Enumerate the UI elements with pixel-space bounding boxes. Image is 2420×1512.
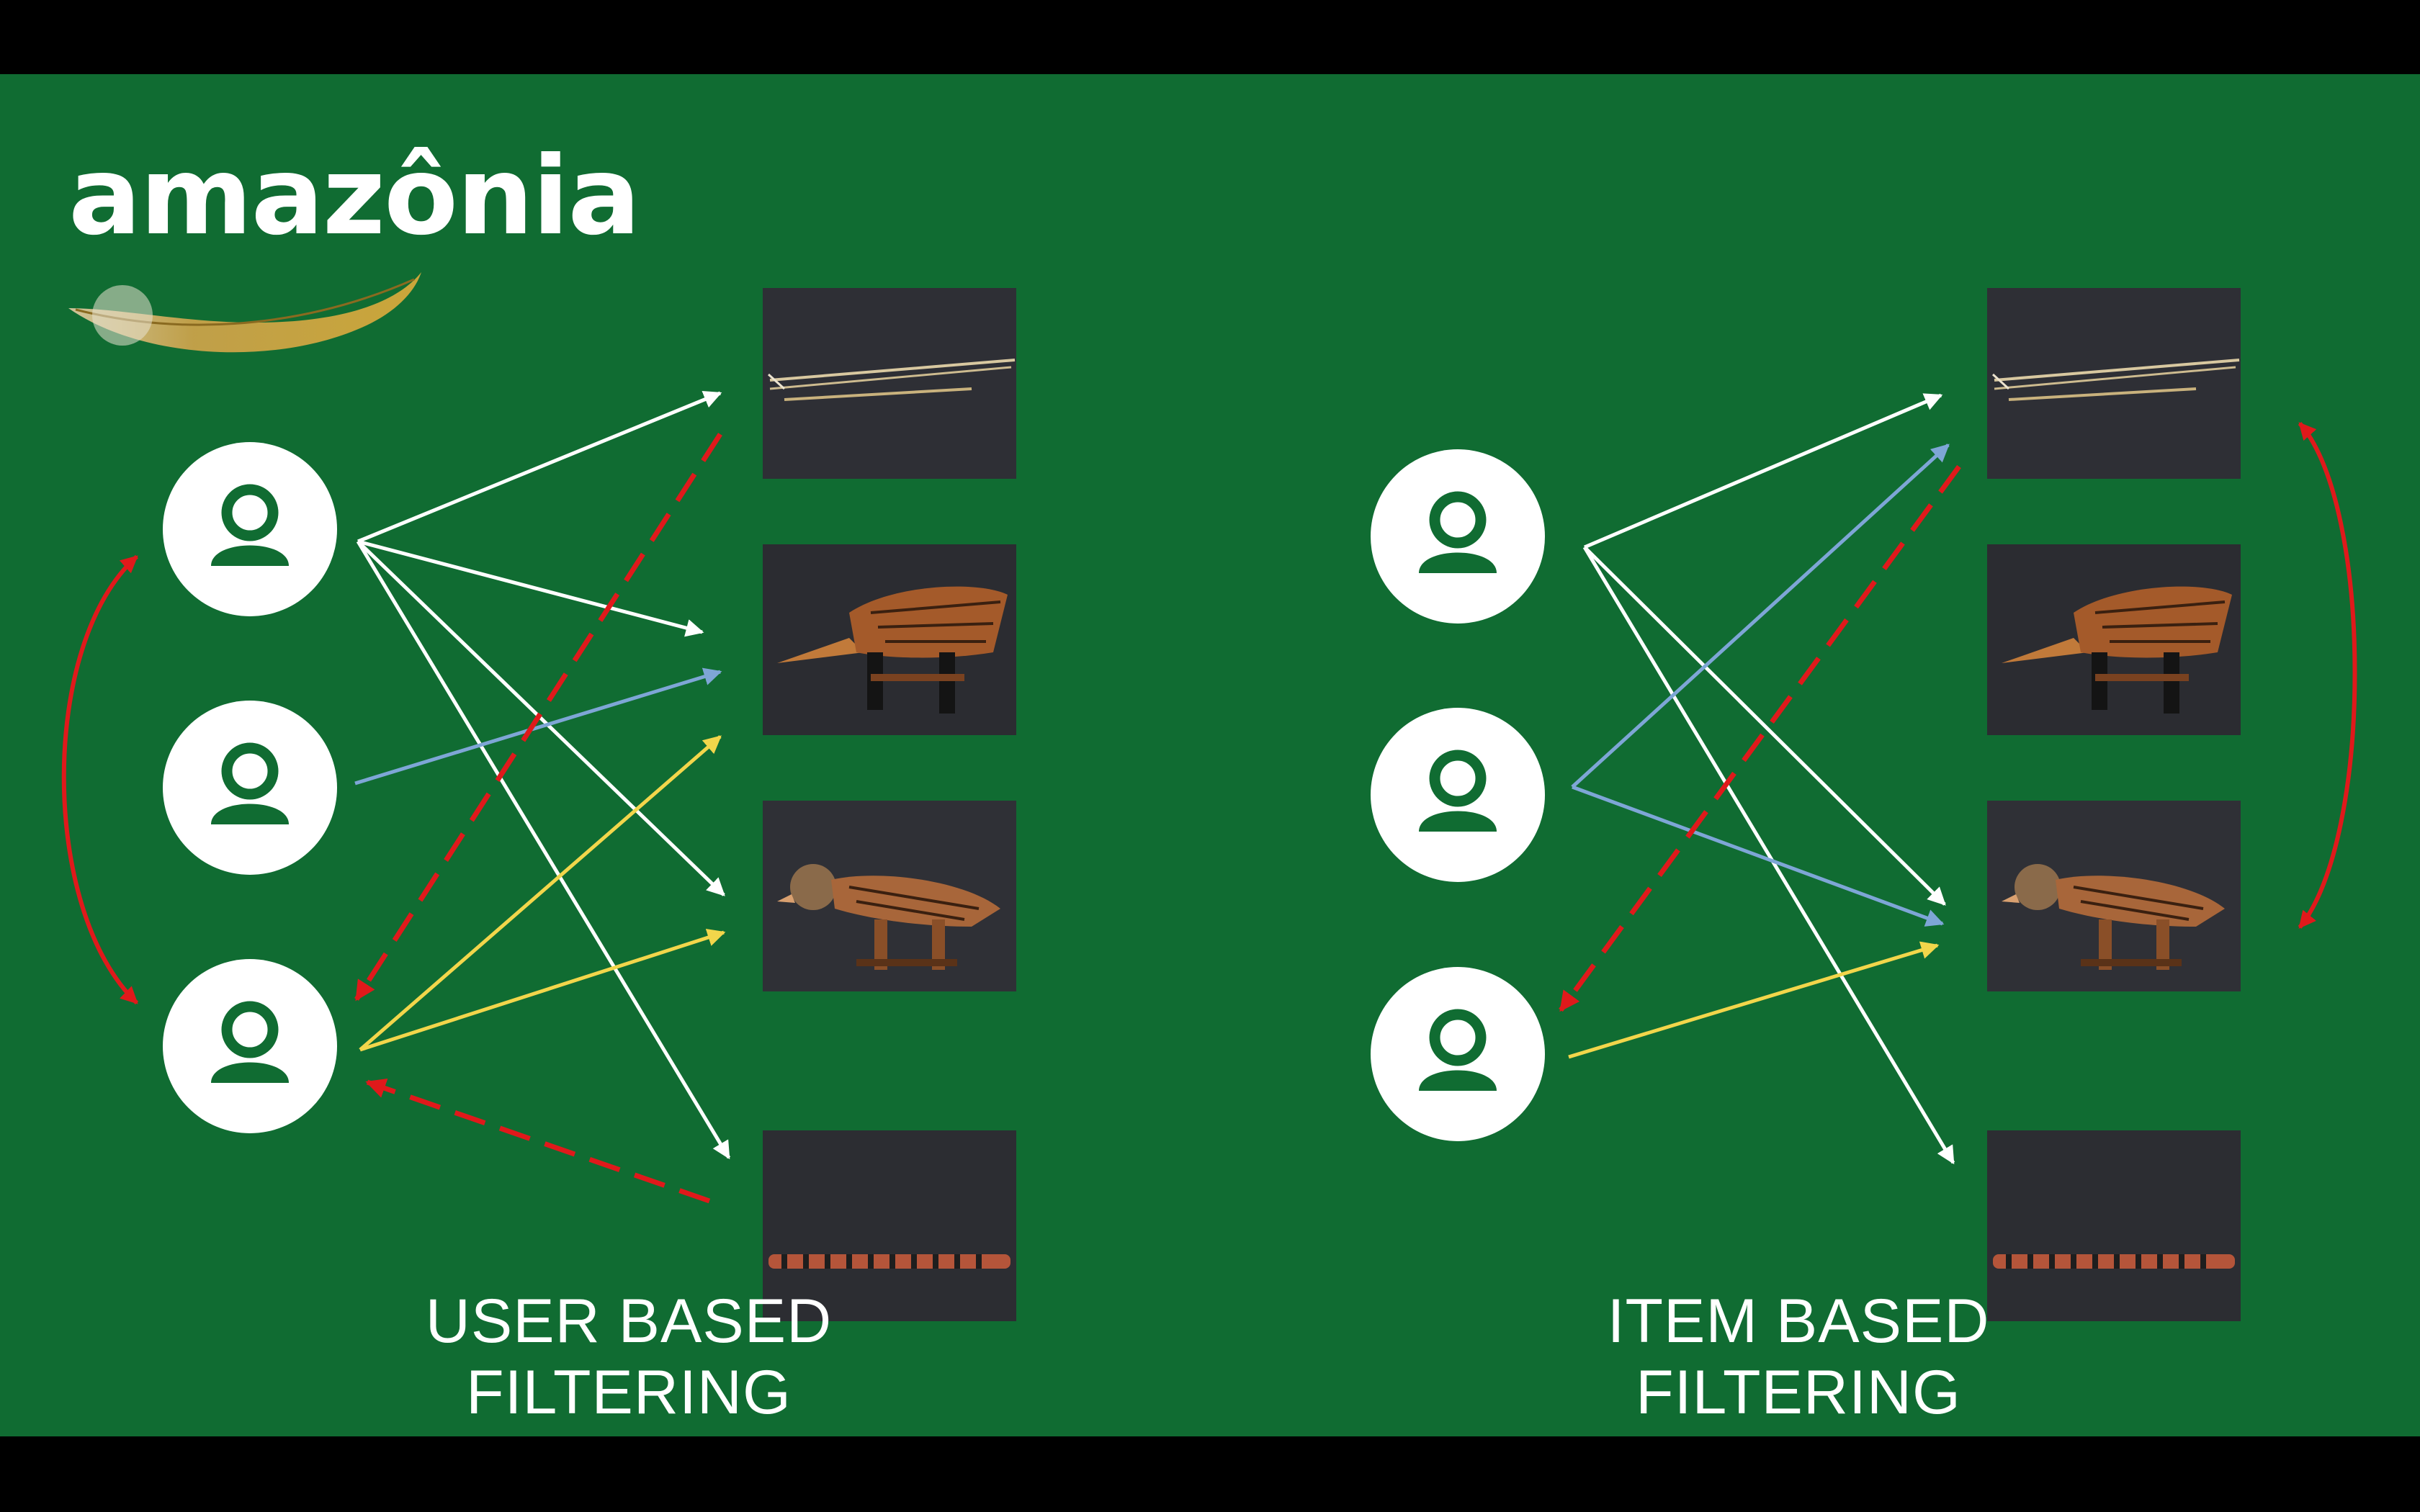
user-based-arrows — [61, 390, 731, 1204]
user-2 — [163, 701, 337, 875]
user-3 — [163, 959, 337, 1133]
caption-item-based: ITEM BASED FILTERING — [1607, 1287, 1990, 1427]
item-wooden-bird-carving — [763, 544, 1016, 735]
slide: amazônia — [0, 74, 2420, 1436]
letterbox-bottom — [0, 1436, 2420, 1512]
similarity-arrow — [61, 554, 139, 1005]
user-2 — [1371, 708, 1545, 882]
bird-carving-photo — [763, 544, 1016, 735]
rating-arrow — [359, 929, 726, 1052]
item-wooden-bird-bench — [763, 801, 1016, 991]
user-icon — [211, 1001, 289, 1083]
rating-arrow — [356, 540, 731, 1160]
similarity-arrow — [2298, 422, 2357, 929]
item-striped-flute — [763, 1130, 1016, 1321]
recommendation-arrow — [1559, 464, 1961, 1012]
feather-icon — [68, 272, 421, 353]
rating-arrow — [1572, 785, 1945, 927]
rating-arrow — [357, 390, 722, 544]
rating-arrow — [357, 540, 725, 896]
bow-photo — [1987, 288, 2241, 479]
item-bow-and-arrows — [1987, 288, 2241, 479]
rating-arrow — [359, 735, 722, 1051]
rating-arrow — [1583, 546, 1946, 906]
recommendation-arrow — [365, 1079, 711, 1204]
item-wooden-bird-bench — [1987, 801, 2241, 991]
diagram-arrows — [61, 390, 2357, 1204]
user-icon — [1419, 750, 1497, 832]
rating-arrow — [357, 539, 704, 637]
flute-photo — [1987, 1130, 2241, 1321]
recommendation-arrow — [354, 433, 722, 1002]
item-wooden-bird-carving — [1987, 544, 2241, 735]
rating-arrow — [354, 667, 722, 786]
logo-text: amazônia — [68, 134, 641, 259]
rating-arrow — [1568, 941, 1940, 1059]
caption-user-based: USER BASED FILTERING — [425, 1287, 833, 1427]
bird-bench-photo — [1987, 801, 2241, 991]
bird-carving-photo — [1987, 544, 2241, 735]
user-icon — [211, 484, 289, 566]
flute-photo — [763, 1130, 1016, 1321]
rating-arrow — [1582, 546, 1955, 1165]
item-striped-flute — [1987, 1130, 2241, 1321]
user-1 — [163, 442, 337, 616]
bow-photo — [763, 288, 1016, 479]
user-icon — [1419, 491, 1497, 573]
rating-arrow — [1571, 444, 1950, 788]
user-icon — [211, 742, 289, 824]
rating-arrow — [1584, 393, 1943, 549]
user-icon — [1419, 1009, 1497, 1091]
item-bow-and-arrows — [763, 288, 1016, 479]
amazonia-logo: amazônia — [68, 143, 641, 402]
user-1 — [1371, 449, 1545, 624]
item-based-arrows — [1559, 393, 2357, 1165]
letterbox-top — [0, 0, 2420, 74]
bird-bench-photo — [763, 801, 1016, 991]
user-3 — [1371, 967, 1545, 1141]
